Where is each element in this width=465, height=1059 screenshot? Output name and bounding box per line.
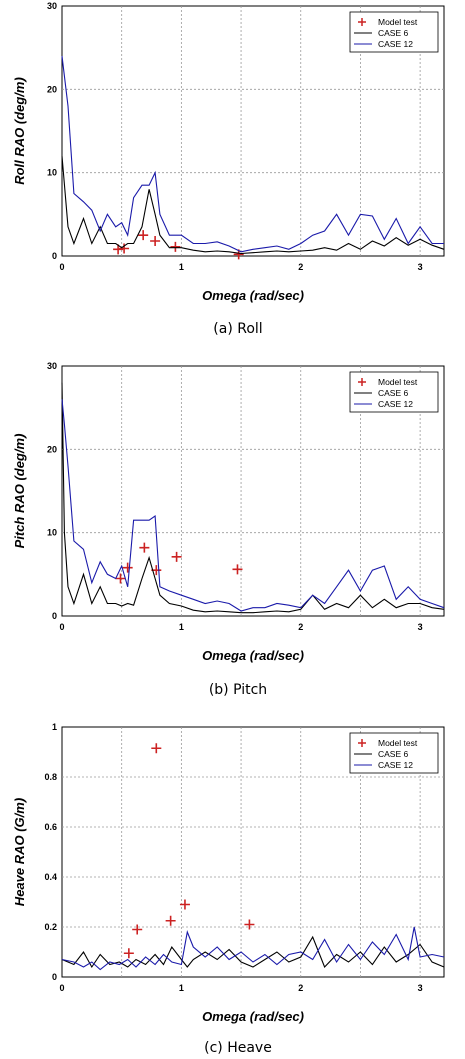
x-axis-label: Omega (rad/sec) (202, 648, 304, 663)
legend-entry: CASE 12 (378, 760, 413, 770)
model-test-point (139, 542, 150, 553)
legend-box (349, 371, 439, 413)
legend-marker-model-test (358, 18, 366, 26)
y-axis-label: Heave RAO (G/m) (12, 798, 27, 906)
x-tick-label: 3 (418, 262, 423, 272)
model-test-point (119, 243, 130, 254)
model-test-point (123, 948, 134, 959)
model-test-point (244, 919, 255, 930)
legend-entry: Model test (378, 738, 418, 748)
x-tick-label: 3 (418, 622, 423, 632)
panel-caption: (b) Pitch (209, 682, 267, 698)
y-axis-label: Roll RAO (deg/m) (12, 77, 27, 185)
y-tick-labels: 0 10 20 30 (47, 361, 57, 621)
panel-caption: (c) Heave (204, 1040, 272, 1056)
y-tick-label: 0.8 (44, 772, 57, 782)
model-test-point (115, 573, 126, 584)
x-tick-label: 2 (298, 622, 303, 632)
y-tick-label: 10 (47, 168, 57, 178)
y-tick-label: 0.2 (44, 922, 57, 932)
model-test-point (232, 564, 243, 575)
y-tick-label: 0 (52, 972, 57, 982)
model-test-point (138, 230, 149, 241)
legend-entry: CASE 12 (378, 39, 413, 49)
y-tick-labels: 0 0.2 0.4 0.6 0.8 1 (44, 722, 57, 982)
model-test-point (132, 924, 143, 935)
model-test-point (113, 244, 124, 255)
y-tick-label: 20 (47, 444, 57, 454)
grid (62, 727, 444, 977)
plot-area (61, 365, 445, 617)
x-tick-labels: 0 1 2 3 (59, 262, 422, 272)
x-tick-labels: 0 1 2 3 (59, 622, 422, 632)
series-line-case-6 (61, 935, 445, 969)
y-tick-label: 10 (47, 528, 57, 538)
model-test-point (122, 562, 133, 573)
x-tick-label: 2 (298, 983, 303, 993)
series-line-case-12 (61, 399, 445, 612)
model-test-point (170, 241, 181, 252)
model-test-point (179, 899, 190, 910)
legend-entry: Model test (378, 17, 418, 27)
series-layer (61, 382, 445, 614)
legend-entry: CASE 6 (378, 28, 409, 38)
legend-box (349, 732, 439, 774)
model-test-point (165, 915, 176, 926)
y-tick-label: 0 (52, 611, 57, 621)
x-tick-label: 1 (179, 622, 184, 632)
plot-area (61, 5, 445, 257)
y-tick-label: 20 (47, 84, 57, 94)
y-tick-label: 1 (52, 722, 57, 732)
x-tick-labels: 0 1 2 3 (59, 983, 422, 993)
x-tick-label: 0 (59, 262, 64, 272)
x-axis-label: Omega (rad/sec) (202, 1009, 304, 1024)
x-tick-label: 0 (59, 983, 64, 993)
y-tick-labels: 0 10 20 30 (47, 1, 57, 261)
x-tick-label: 3 (418, 983, 423, 993)
y-tick-label: 0 (52, 251, 57, 261)
y-tick-label: 30 (47, 361, 57, 371)
legend-marker-model-test (358, 378, 366, 386)
series-line-case-12 (61, 926, 445, 971)
series-layer (61, 55, 445, 260)
legend-entry: CASE 12 (378, 399, 413, 409)
model-test-point (151, 743, 162, 754)
legend-entry: CASE 6 (378, 388, 409, 398)
series-line-case-12 (61, 55, 444, 253)
legend-marker-model-test (358, 739, 366, 747)
plot-area (61, 726, 445, 978)
y-tick-label: 30 (47, 1, 57, 11)
model-test-point (171, 551, 182, 562)
legend-box (349, 11, 439, 53)
series-line-case-6 (61, 382, 445, 614)
panel-caption: (a) Roll (213, 321, 262, 337)
x-tick-label: 1 (179, 983, 184, 993)
series-layer (61, 743, 445, 971)
x-tick-label: 2 (298, 262, 303, 272)
legend-entry: Model test (378, 377, 418, 387)
y-tick-label: 0.6 (44, 822, 57, 832)
y-axis-label: Pitch RAO (deg/m) (12, 434, 27, 549)
legend-entry: CASE 6 (378, 749, 409, 759)
series-line-case-6 (61, 155, 445, 255)
x-tick-label: 1 (179, 262, 184, 272)
x-tick-label: 0 (59, 622, 64, 632)
model-test-point (150, 236, 161, 246)
y-tick-label: 0.4 (44, 872, 57, 882)
x-axis-label: Omega (rad/sec) (202, 288, 304, 303)
